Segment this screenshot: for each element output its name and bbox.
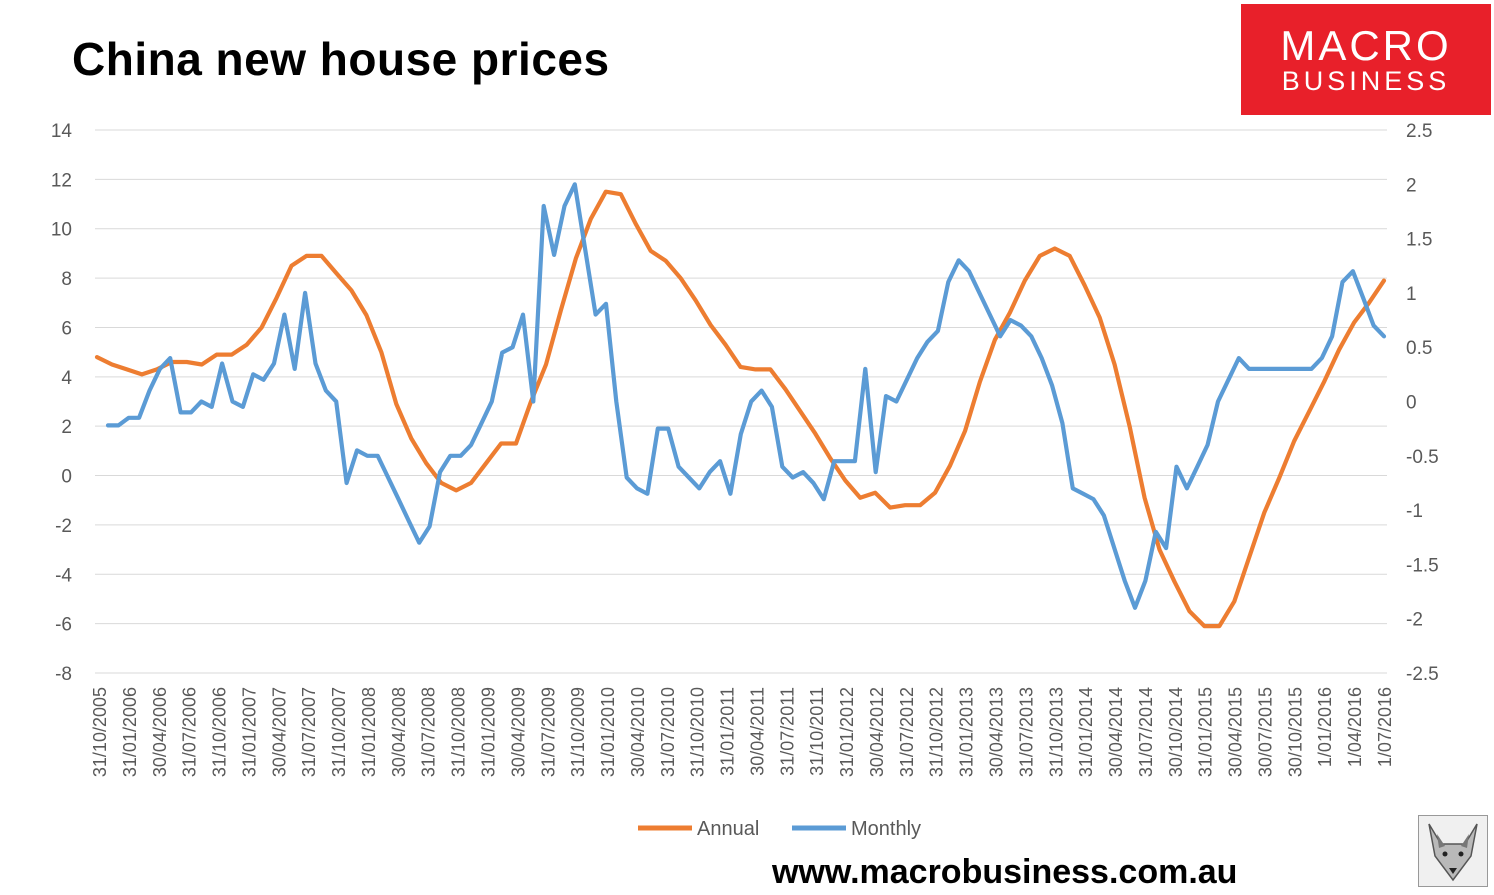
x-tick-label: 30/04/2007 bbox=[269, 687, 289, 777]
x-tick-label: 31/01/2010 bbox=[598, 687, 618, 777]
x-tick-label: 30/10/2015 bbox=[1285, 687, 1305, 777]
x-tick-label: 31/01/2011 bbox=[718, 687, 738, 776]
x-tick-label: 31/07/2014 bbox=[1136, 687, 1156, 777]
logo-line-1: MACRO bbox=[1280, 22, 1452, 69]
series-line-annual bbox=[94, 189, 1387, 629]
y-left-tick-label: 6 bbox=[61, 318, 72, 339]
x-tick-label: 31/01/2012 bbox=[837, 687, 857, 777]
y-left-tick-label: 12 bbox=[51, 170, 72, 191]
x-tick-label: 31/01/2015 bbox=[1196, 687, 1216, 777]
y-right-tick-label: 0 bbox=[1406, 393, 1417, 414]
website-url: www.macrobusiness.com.au bbox=[772, 853, 1238, 891]
x-tick-label: 31/01/2006 bbox=[120, 687, 140, 777]
right-y-axis: 2.5 2 1.5 1 0.5 0 -0.5 -1 -1.5 -2 -2.5 bbox=[1406, 121, 1439, 685]
x-tick-label: 30/07/2015 bbox=[1255, 687, 1275, 777]
x-tick-label: 31/01/2007 bbox=[239, 687, 259, 777]
y-left-tick-label: 8 bbox=[61, 269, 72, 290]
x-tick-label: 1/07/2016 bbox=[1375, 687, 1395, 767]
x-tick-label: 31/10/2007 bbox=[329, 687, 349, 777]
y-right-tick-label: -1.5 bbox=[1406, 555, 1439, 576]
y-left-tick-label: -2 bbox=[55, 516, 72, 537]
x-tick-label: 30/04/2014 bbox=[1106, 687, 1126, 777]
x-tick-label: 31/10/2006 bbox=[210, 687, 230, 777]
x-tick-label: 31/10/2009 bbox=[568, 687, 588, 777]
y-left-tick-label: -8 bbox=[55, 664, 72, 685]
y-left-tick-label: 0 bbox=[61, 467, 72, 488]
legend-label-monthly: Monthly bbox=[851, 818, 921, 840]
x-tick-label: 30/04/2008 bbox=[389, 687, 409, 777]
x-tick-label: 31/07/2009 bbox=[538, 687, 558, 777]
y-right-tick-label: -2.5 bbox=[1406, 664, 1439, 685]
x-tick-label: 31/07/2013 bbox=[1016, 687, 1036, 777]
x-tick-label: 31/07/2011 bbox=[777, 687, 797, 776]
y-right-tick-label: -2 bbox=[1406, 610, 1423, 631]
x-tick-label: 30/04/2010 bbox=[628, 687, 648, 777]
gridlines bbox=[95, 129, 1387, 674]
x-tick-label: 30/04/2013 bbox=[987, 687, 1007, 777]
macrobusiness-logo: MACRO BUSINESS bbox=[1241, 4, 1491, 115]
x-tick-label: 31/07/2006 bbox=[180, 687, 200, 777]
x-tick-label: 30/10/2014 bbox=[1166, 687, 1186, 777]
x-tick-label: 1/04/2016 bbox=[1345, 687, 1365, 767]
x-tick-label: 31/07/2012 bbox=[897, 687, 917, 777]
y-right-tick-label: -0.5 bbox=[1406, 447, 1439, 468]
x-tick-label: 31/07/2007 bbox=[299, 687, 319, 777]
x-tick-label: 31/07/2008 bbox=[419, 687, 439, 777]
x-tick-label: 31/10/2011 bbox=[807, 687, 827, 776]
x-tick-label: 31/01/2009 bbox=[478, 687, 498, 777]
y-left-tick-label: -6 bbox=[55, 615, 72, 636]
x-tick-label: 1/01/2016 bbox=[1315, 687, 1335, 767]
y-left-tick-label: 14 bbox=[51, 121, 73, 142]
x-tick-label: 31/10/2012 bbox=[927, 687, 947, 777]
x-tick-label: 30/04/2015 bbox=[1226, 687, 1246, 777]
logo-line-2: BUSINESS bbox=[1281, 66, 1451, 96]
x-axis: 31/10/2005 31/01/2006 30/04/2006 31/07/2006… bbox=[90, 687, 1395, 777]
x-tick-label: 30/04/2006 bbox=[150, 687, 170, 777]
x-tick-label: 31/01/2013 bbox=[957, 687, 977, 777]
y-right-tick-label: 2.5 bbox=[1406, 121, 1432, 142]
y-left-tick-label: -4 bbox=[55, 565, 72, 586]
x-tick-label: 30/04/2012 bbox=[867, 687, 887, 777]
x-tick-label: 31/01/2014 bbox=[1076, 687, 1096, 777]
x-tick-label: 31/10/2005 bbox=[90, 687, 110, 777]
x-tick-label: 30/04/2011 bbox=[747, 687, 767, 776]
x-tick-label: 31/10/2008 bbox=[449, 687, 469, 777]
y-left-tick-label: 4 bbox=[61, 368, 72, 389]
x-tick-label: 30/04/2009 bbox=[508, 687, 528, 777]
series-lines bbox=[94, 182, 1387, 629]
x-tick-label: 31/10/2010 bbox=[688, 687, 708, 777]
chart-title: China new house prices bbox=[72, 33, 610, 85]
y-left-tick-label: 2 bbox=[61, 417, 72, 438]
legend-label-annual: Annual bbox=[697, 818, 759, 840]
y-right-tick-label: 2 bbox=[1406, 175, 1417, 196]
y-right-tick-label: 1 bbox=[1406, 284, 1417, 305]
y-right-tick-label: 1.5 bbox=[1406, 230, 1432, 251]
series-line-monthly bbox=[105, 182, 1387, 610]
legend: Annual Monthly bbox=[638, 818, 921, 840]
y-right-tick-label: 0.5 bbox=[1406, 338, 1432, 359]
x-tick-label: 31/10/2013 bbox=[1046, 687, 1066, 777]
x-tick-label: 31/07/2010 bbox=[658, 687, 678, 777]
fox-logo bbox=[1418, 815, 1488, 887]
x-tick-label: 31/01/2008 bbox=[359, 687, 379, 777]
y-right-tick-label: -1 bbox=[1406, 501, 1423, 522]
left-y-axis: 14 12 10 8 6 4 2 0 -2 -4 -6 -8 bbox=[51, 121, 73, 685]
y-left-tick-label: 10 bbox=[51, 220, 72, 241]
